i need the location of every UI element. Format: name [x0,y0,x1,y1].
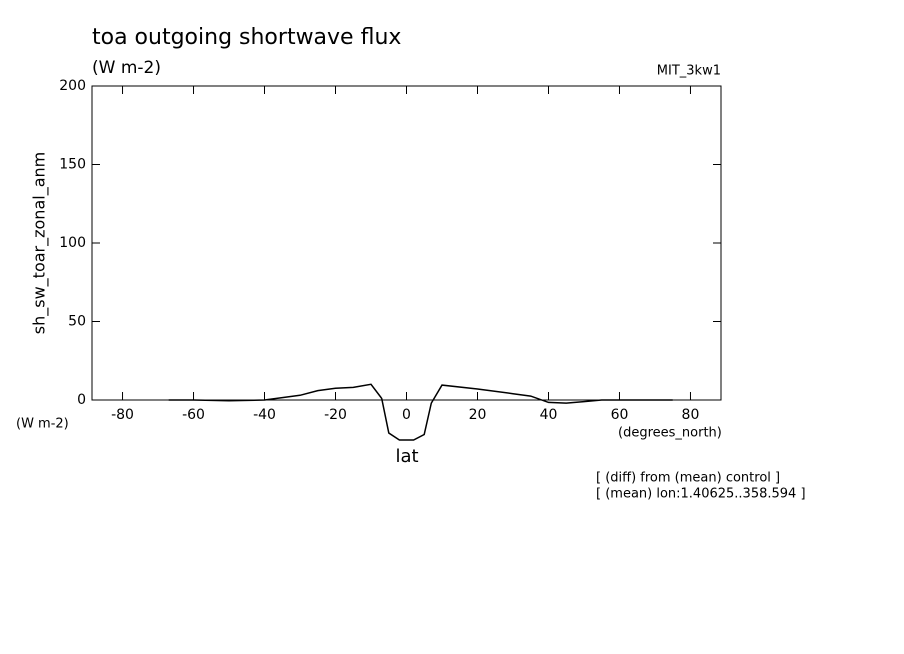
x-tick-label: 20 [469,407,487,423]
y-tick-label: 200 [59,78,86,94]
x-units: (degrees_north) [618,426,722,441]
x-tick-label: -40 [253,407,276,423]
y-units: (W m-2) [16,417,69,432]
plot-frame [91,85,722,401]
x-tick-label: 40 [540,407,558,423]
x-tick-label: 0 [402,407,411,423]
subtitle: (W m-2) [92,58,161,78]
note: [ (mean) lon:1.40625..358.594 ] [596,487,806,502]
y-axis-label: sh_sw_toar_zonal_anm [30,152,50,334]
dataset-label: MIT_3kw1 [657,64,721,79]
y-tick-label: 0 [77,392,86,408]
x-tick-label: -60 [182,407,205,423]
y-tick-label: 100 [59,235,86,251]
x-tick-label: -20 [324,407,347,423]
x-tick-label: 80 [682,407,700,423]
chart-title: toa outgoing shortwave flux [92,25,401,50]
y-tick-label: 50 [68,314,86,330]
x-tick-label: -80 [111,407,134,423]
x-tick-label: 60 [611,407,629,423]
note: [ (diff) from (mean) control ] [596,471,780,486]
x-axis-label: lat [395,446,418,467]
y-tick-label: 150 [59,157,86,173]
data-line [168,383,673,441]
